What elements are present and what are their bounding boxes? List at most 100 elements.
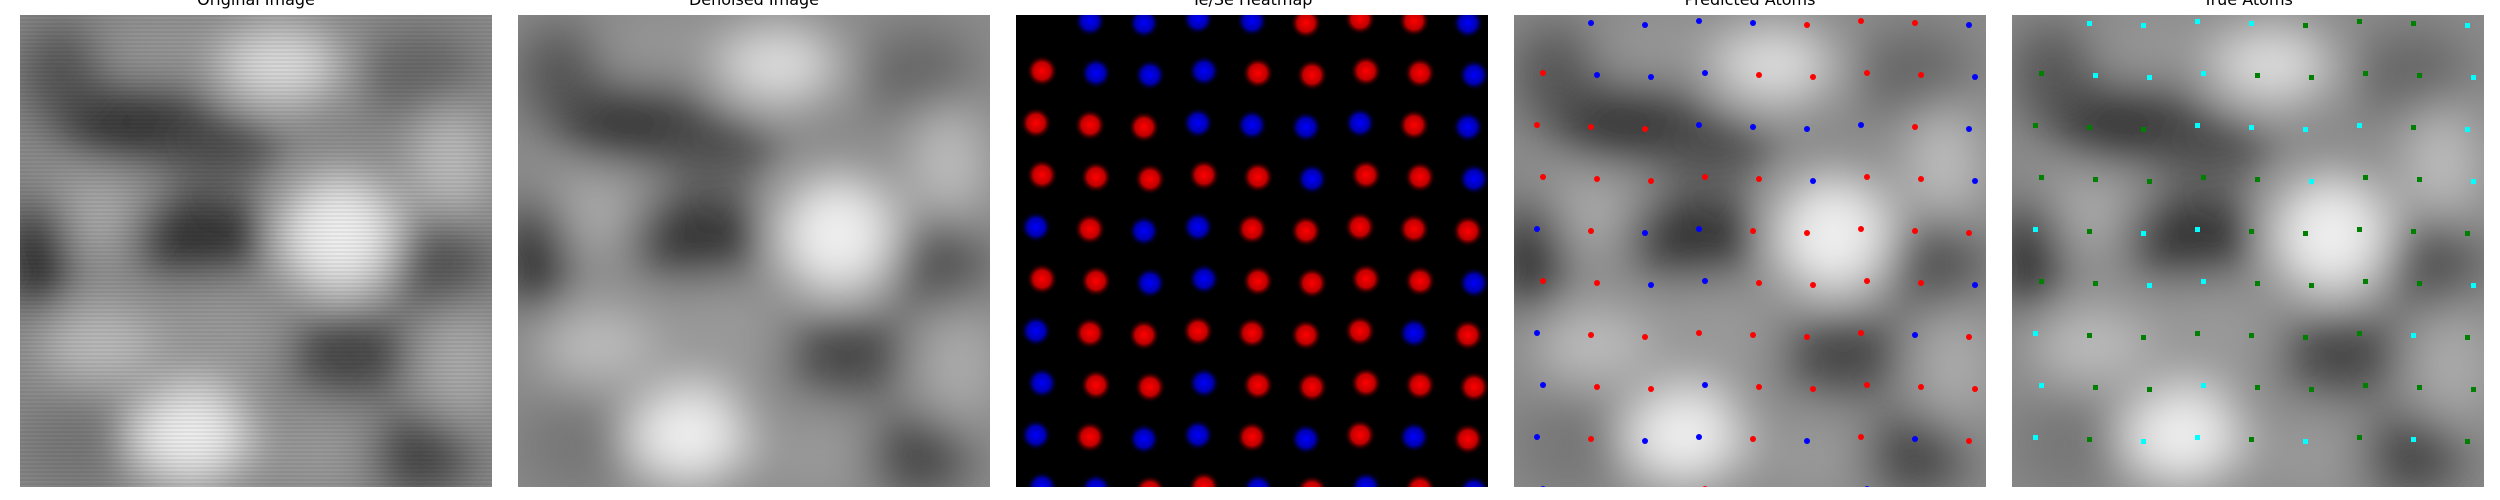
se-heat-spot	[1188, 263, 1220, 295]
true-se-atom	[2087, 437, 2092, 442]
true-te-atom	[2033, 435, 2038, 440]
te-heat-spot	[1404, 369, 1436, 401]
true-se-atom	[2147, 387, 2152, 392]
te-heat-spot	[1128, 111, 1160, 143]
original-image	[20, 15, 492, 487]
predicted-te-atom	[1912, 20, 1918, 26]
se-heat-spot	[1134, 267, 1166, 299]
predicted-te-atom	[1588, 228, 1594, 234]
predicted-te-atom	[1912, 228, 1918, 234]
se-heat-spot	[1182, 419, 1214, 451]
te-heat-spot	[1398, 15, 1430, 37]
predicted-atoms	[1514, 15, 1986, 487]
se-heat-spot	[1290, 423, 1322, 455]
true-te-atom	[2195, 19, 2200, 24]
te-heat-spot	[1350, 55, 1382, 87]
predicted-te-atom	[1588, 124, 1594, 130]
true-se-atom	[2363, 383, 2368, 388]
predicted-te-atom	[1864, 382, 1870, 388]
te-heat-spot	[1242, 369, 1274, 401]
te-heat-spot	[1236, 213, 1268, 245]
true-te-atom	[2201, 383, 2206, 388]
predicted-te-atom	[1858, 330, 1864, 336]
predicted-se-atom	[1864, 486, 1870, 487]
panel-title: Original Image	[20, 0, 492, 9]
te-heat-spot	[1236, 317, 1268, 349]
se-heat-spot	[1290, 111, 1322, 143]
te-heat-spot	[1128, 319, 1160, 351]
predicted-se-atom	[1972, 74, 1978, 80]
predicted-te-atom	[1918, 72, 1924, 78]
true-se-atom	[2465, 439, 2470, 444]
true-te-atom	[2465, 127, 2470, 132]
predicted-se-atom	[1702, 70, 1708, 76]
true-se-atom	[2363, 175, 2368, 180]
predicted-se-atom	[1534, 330, 1540, 336]
se-heat-spot	[1182, 15, 1214, 35]
se-heat-spot	[1242, 473, 1274, 487]
te-heat-spot	[1026, 159, 1058, 191]
predicted-te-atom	[1966, 230, 1972, 236]
predicted-te-atom	[1918, 176, 1924, 182]
true-se-atom	[2411, 229, 2416, 234]
true-se-atom	[2309, 387, 2314, 392]
panel-title: Denoised Image	[518, 0, 990, 9]
true-te-atom	[2471, 75, 2476, 80]
se-heat-spot	[1020, 419, 1052, 451]
true-te-atom	[2303, 127, 2308, 132]
predicted-te-atom	[1864, 278, 1870, 284]
se-heat-spot	[1128, 215, 1160, 247]
predicted-se-atom	[1804, 438, 1810, 444]
true-se-atom	[2141, 127, 2146, 132]
true-te-atom	[2039, 383, 2044, 388]
predicted-te-atom	[1864, 174, 1870, 180]
predicted-te-atom	[1648, 178, 1654, 184]
te-heat-spot	[1290, 215, 1322, 247]
true-se-atom	[2417, 385, 2422, 390]
predicted-te-atom	[1858, 434, 1864, 440]
predicted-te-atom	[1756, 72, 1762, 78]
predicted-te-atom	[1972, 386, 1978, 392]
te-heat-spot	[1290, 15, 1322, 39]
predicted-te-atom	[1540, 174, 1546, 180]
predicted-se-atom	[1702, 278, 1708, 284]
true-se-atom	[2471, 387, 2476, 392]
se-heat-spot	[1458, 267, 1488, 299]
predicted-se-atom	[1912, 332, 1918, 338]
true-te-atom	[2471, 283, 2476, 288]
te-heat-spot	[1398, 213, 1430, 245]
se-heat-spot	[1458, 163, 1488, 195]
true-se-atom	[2255, 73, 2260, 78]
true-se-atom	[2309, 75, 2314, 80]
predicted-se-atom	[1696, 18, 1702, 24]
panel-title: Predicted Atoms	[1514, 0, 1986, 9]
true-se-atom	[2249, 333, 2254, 338]
se-heat-spot	[1398, 317, 1430, 349]
true-se-atom	[2087, 333, 2092, 338]
te-heat-spot	[1452, 215, 1484, 247]
true-se-atom	[2039, 175, 2044, 180]
se-heat-spot	[1182, 211, 1214, 243]
te-heat-spot	[1134, 163, 1166, 195]
te-heat-spot	[1242, 161, 1274, 193]
te-heat-spot	[1080, 369, 1112, 401]
predicted-te-atom	[1750, 228, 1756, 234]
te-heat-spot	[1134, 371, 1166, 403]
te-heat-spot	[1458, 371, 1488, 403]
true-te-atom	[2357, 123, 2362, 128]
predicted-te-atom	[1696, 330, 1702, 336]
predicted-se-atom	[1702, 382, 1708, 388]
se-heat-spot	[1398, 421, 1430, 453]
true-te-atom	[2141, 23, 2146, 28]
predicted-se-atom	[1642, 230, 1648, 236]
te-heat-spot	[1404, 473, 1436, 487]
true-te-atom	[2033, 331, 2038, 336]
te-heat-spot	[1344, 419, 1376, 451]
true-se-atom	[2465, 231, 2470, 236]
te-heat-spot	[1404, 57, 1436, 89]
te-heat-spot	[1350, 159, 1382, 191]
predicted-te-atom	[1966, 334, 1972, 340]
true-se-atom	[2195, 331, 2200, 336]
predicted-te-atom	[1804, 334, 1810, 340]
true-se-atom	[2093, 385, 2098, 390]
